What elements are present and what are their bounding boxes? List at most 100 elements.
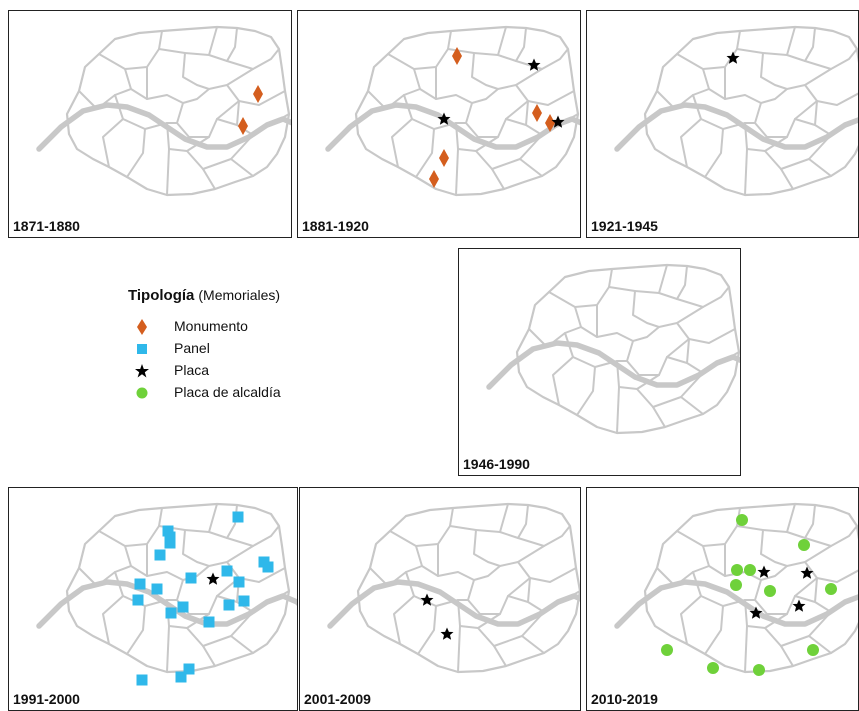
district-boundary xyxy=(507,595,529,603)
district-boundary xyxy=(515,84,575,106)
panel-marker xyxy=(164,531,176,543)
placa-alcaldia-marker xyxy=(753,664,765,676)
district-boundary xyxy=(666,356,688,364)
district-boundary xyxy=(186,150,216,190)
placa-alcaldia-marker xyxy=(731,564,743,576)
period-label: 1871-1880 xyxy=(13,218,80,234)
district-map xyxy=(325,25,580,197)
district-boundary xyxy=(158,26,218,56)
district-boundary xyxy=(102,595,124,645)
district-boundary xyxy=(387,30,452,70)
paris-map xyxy=(327,502,580,674)
paris-map xyxy=(325,25,580,197)
district-boundary xyxy=(447,26,507,56)
district-boundary xyxy=(744,599,748,673)
panel-marker xyxy=(233,576,245,588)
monumento-marker xyxy=(545,114,555,132)
district-boundary xyxy=(182,52,210,90)
panel-marker xyxy=(177,601,189,613)
district-boundary xyxy=(78,88,132,110)
district-boundary xyxy=(676,322,736,344)
paris-map xyxy=(36,502,297,686)
panel-marker xyxy=(154,549,166,561)
district-boundary xyxy=(754,577,818,615)
paris-map xyxy=(614,25,858,197)
map-panel-1881-1920: 1881-1920 xyxy=(297,10,581,238)
district-boundary xyxy=(126,605,146,655)
district-boundary xyxy=(702,68,832,104)
legend-subtitle: (Memoriales) xyxy=(198,287,281,303)
seine-river xyxy=(614,579,858,629)
district-boundary xyxy=(369,565,423,587)
map-panel-1946-1990: 1946-1990 xyxy=(458,248,741,476)
district-map xyxy=(614,25,858,197)
district-map xyxy=(36,25,291,197)
district-boundary xyxy=(804,84,858,106)
district-boundary xyxy=(497,27,527,62)
district-boundary xyxy=(415,545,545,581)
star-icon xyxy=(135,364,149,378)
district-boundary xyxy=(226,48,280,70)
placa-alcaldia-marker xyxy=(798,539,810,551)
legend-label: Placa xyxy=(174,362,210,378)
period-label: 1946-1990 xyxy=(463,456,530,472)
district-boundary xyxy=(794,595,816,603)
period-label: 1991-2000 xyxy=(13,691,80,707)
district-boundary xyxy=(786,27,816,62)
map-panel-2001-2009: 2001-2009 xyxy=(299,487,581,711)
seine-river xyxy=(614,102,858,152)
district-boundary xyxy=(182,529,210,567)
district-boundary xyxy=(126,128,146,178)
district-boundary xyxy=(465,100,529,138)
district-boundary xyxy=(226,84,286,106)
district-boundary xyxy=(449,503,509,533)
district-boundary xyxy=(230,158,254,177)
seine-river xyxy=(325,102,580,152)
district-boundary xyxy=(124,68,254,104)
legend-title-text: Tipología xyxy=(128,287,195,304)
legend-label: Panel xyxy=(174,340,210,356)
district-boundary xyxy=(166,122,170,196)
placa-marker xyxy=(551,115,565,128)
district-boundary xyxy=(548,268,613,308)
paris-map xyxy=(36,25,291,197)
panel-marker xyxy=(132,594,144,606)
district-boundary xyxy=(552,356,574,406)
district-boundary xyxy=(415,128,435,178)
district-boundary xyxy=(471,52,499,90)
placa-marker xyxy=(792,599,806,612)
district-boundary xyxy=(505,118,527,126)
legend-item-monumento: Monumento xyxy=(128,317,388,339)
district-boundary xyxy=(102,118,124,168)
legend-item-alcaldia: Placa de alcaldía xyxy=(128,383,388,405)
district-boundary xyxy=(680,595,702,645)
placa-marker xyxy=(437,112,451,125)
placa-marker xyxy=(749,606,763,619)
district-boundary xyxy=(457,599,461,673)
map-panel-1991-2000: 1991-2000 xyxy=(8,487,298,711)
district-boundary xyxy=(632,290,660,328)
district-boundary xyxy=(208,27,238,62)
map-panel-1921-1945: 1921-1945 xyxy=(586,10,859,238)
district-boundary xyxy=(676,507,741,547)
district-boundary xyxy=(517,525,571,547)
district-boundary xyxy=(808,158,832,177)
district-boundary xyxy=(226,525,280,547)
district-boundary xyxy=(808,635,832,654)
district-boundary xyxy=(804,525,858,547)
panel-marker xyxy=(151,583,163,595)
district-boundary xyxy=(176,100,240,138)
paris-map xyxy=(614,502,858,676)
monumento-marker xyxy=(452,47,462,65)
legend-item-panel: Panel xyxy=(128,339,388,361)
district-map xyxy=(486,263,740,435)
district-boundary xyxy=(760,529,788,567)
district-boundary xyxy=(656,565,710,587)
district-boundary xyxy=(367,88,421,110)
placa-marker xyxy=(527,58,541,71)
district-boundary xyxy=(519,158,543,177)
placa-alcaldia-marker xyxy=(707,662,719,674)
district-boundary xyxy=(616,360,620,434)
district-boundary xyxy=(804,48,858,70)
legend-item-placa: Placa xyxy=(128,361,388,383)
